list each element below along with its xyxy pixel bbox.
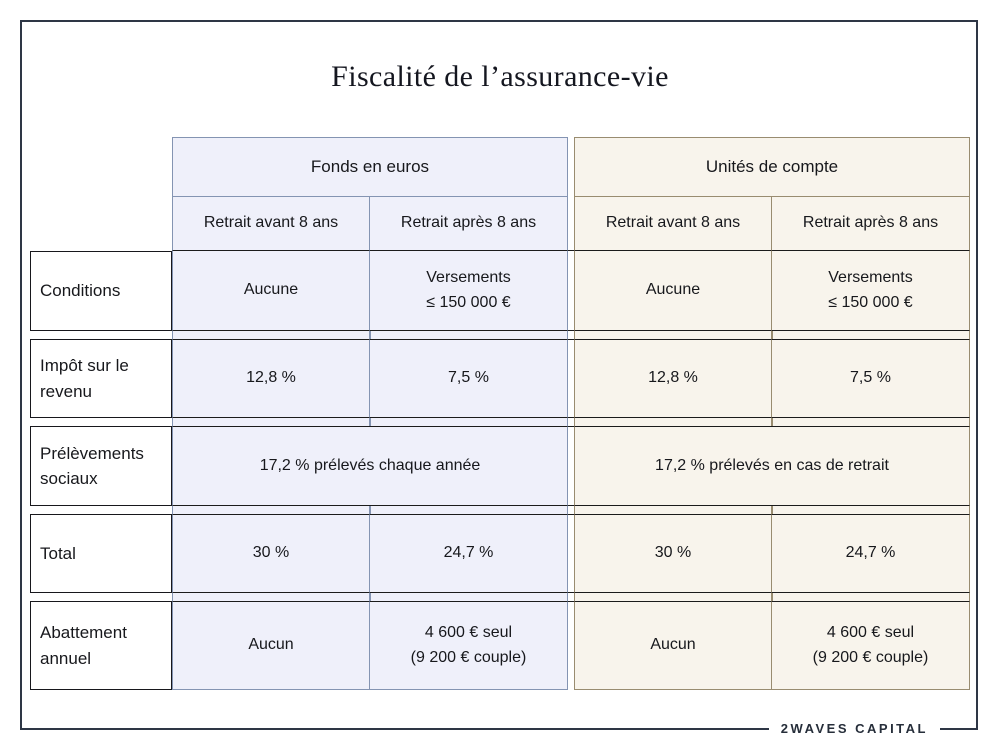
brand-label: 2WAVES CAPITAL (768, 721, 940, 737)
cell-abattement-uc-apres: 4 600 € seul (9 200 € couple) (772, 601, 970, 690)
row-gap-filler (172, 593, 568, 601)
row-label-impot-sur-le-revenu: Impôt sur le revenu (30, 339, 172, 418)
group-gap-filler (568, 251, 574, 331)
row-gap-filler (574, 331, 970, 339)
subheader-fe-avant-8-ans: Retrait avant 8 ans (172, 197, 370, 251)
cell-prelevements-uc-merged: 17,2 % prélevés en cas de retrait (574, 426, 970, 506)
cell-total-uc-avant: 30 % (574, 514, 772, 593)
group-gap-filler (568, 514, 574, 593)
row-gap-filler (574, 418, 970, 426)
row-gap-filler (172, 506, 568, 514)
cell-abattement-uc-avant: Aucun (574, 601, 772, 690)
page-title: Fiscalité de l’assurance-vie (331, 60, 669, 93)
cell-total-uc-apres: 24,7 % (772, 514, 970, 593)
group-gap-filler (568, 426, 574, 506)
group-gap-filler (568, 197, 574, 251)
row-label-total: Total (30, 514, 172, 593)
cell-impot-fe-apres: 7,5 % (370, 339, 568, 418)
row-gap-filler (574, 593, 970, 601)
group-header-fonds-en-euros: Fonds en euros (172, 137, 568, 197)
group-header-unites-de-compte: Unités de compte (574, 137, 970, 197)
cell-total-fe-apres: 24,7 % (370, 514, 568, 593)
subheader-fe-apres-8-ans: Retrait après 8 ans (370, 197, 568, 251)
subheader-uc-avant-8-ans: Retrait avant 8 ans (574, 197, 772, 251)
cell-total-fe-avant: 30 % (172, 514, 370, 593)
cell-abattement-fe-apres: 4 600 € seul (9 200 € couple) (370, 601, 568, 690)
cell-impot-uc-avant: 12,8 % (574, 339, 772, 418)
cell-conditions-uc-avant: Aucune (574, 251, 772, 331)
cell-impot-uc-apres: 7,5 % (772, 339, 970, 418)
cell-conditions-uc-apres: Versements ≤ 150 000 € (772, 251, 970, 331)
cell-conditions-fe-avant: Aucune (172, 251, 370, 331)
row-label-prelevements-sociaux: Prélèvements sociaux (30, 426, 172, 506)
group-gap-filler (568, 339, 574, 418)
cell-abattement-fe-avant: Aucun (172, 601, 370, 690)
outer-frame (20, 20, 978, 730)
cell-impot-fe-avant: 12,8 % (172, 339, 370, 418)
row-gap-filler (574, 506, 970, 514)
subheader-uc-apres-8-ans: Retrait après 8 ans (772, 197, 970, 251)
cell-prelevements-fe-merged: 17,2 % prélevés chaque année (172, 426, 568, 506)
row-gap-filler (172, 418, 568, 426)
row-gap-filler (172, 331, 568, 339)
group-gap-filler (568, 601, 574, 690)
row-label-abattement-annuel: Abattement annuel (30, 601, 172, 690)
cell-conditions-fe-apres: Versements ≤ 150 000 € (370, 251, 568, 331)
row-label-conditions: Conditions (30, 251, 172, 331)
tax-table: Fonds en euros Unités de compte Retrait … (30, 137, 970, 690)
